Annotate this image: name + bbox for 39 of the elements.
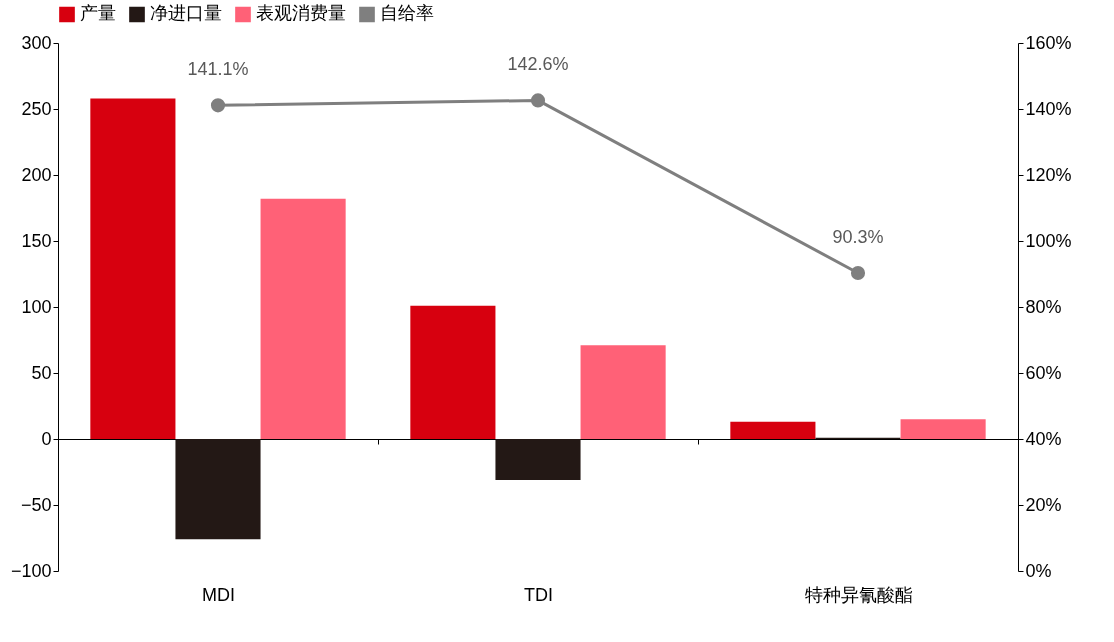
- y2-tick-label: 120%: [1025, 164, 1072, 185]
- bar: [495, 439, 581, 480]
- y-tick-label: 250: [21, 98, 52, 119]
- y-tick-label: 200: [21, 164, 52, 185]
- y2-tick-label: 60%: [1025, 362, 1062, 383]
- y2-tick-label: 160%: [1025, 32, 1072, 53]
- bar: [260, 198, 346, 439]
- x-tick-label: 特种异氰酸酯: [804, 584, 913, 605]
- y2-tick-label: 80%: [1025, 296, 1062, 317]
- legend-label: 自给率: [380, 3, 434, 24]
- y2-tick-label: 100%: [1025, 230, 1072, 251]
- legend-label: 净进口量: [150, 3, 222, 24]
- data-label: 142.6%: [507, 54, 569, 75]
- y2-tick-label: 40%: [1025, 428, 1062, 449]
- bar: [90, 98, 176, 439]
- bar: [900, 419, 986, 439]
- bar: [175, 439, 261, 540]
- x-tick-label: MDI: [202, 584, 235, 605]
- point: [850, 265, 866, 281]
- y-tick-label: 150: [21, 230, 52, 251]
- bar: [410, 305, 496, 439]
- y-tick-label: 100: [21, 296, 52, 317]
- y2-tick-label: 20%: [1025, 494, 1062, 515]
- y-tick-label: −50: [20, 494, 52, 515]
- y2-tick-label: 140%: [1025, 98, 1072, 119]
- y-tick-label: 300: [21, 32, 52, 53]
- y2-tick-label: 0%: [1025, 560, 1052, 581]
- point: [210, 98, 226, 113]
- legend-label: 产量: [80, 3, 116, 24]
- bar: [580, 345, 666, 439]
- y-tick-label: 0: [41, 428, 52, 449]
- point: [530, 93, 546, 108]
- legend-label: 表观消费量: [256, 3, 346, 24]
- y-tick-label: 50: [31, 362, 52, 383]
- y-tick-label: −100: [10, 560, 52, 581]
- data-label: 90.3%: [832, 227, 884, 248]
- bar: [730, 421, 816, 439]
- x-tick-label: TDI: [524, 584, 553, 605]
- data-label: 141.1%: [187, 59, 249, 80]
